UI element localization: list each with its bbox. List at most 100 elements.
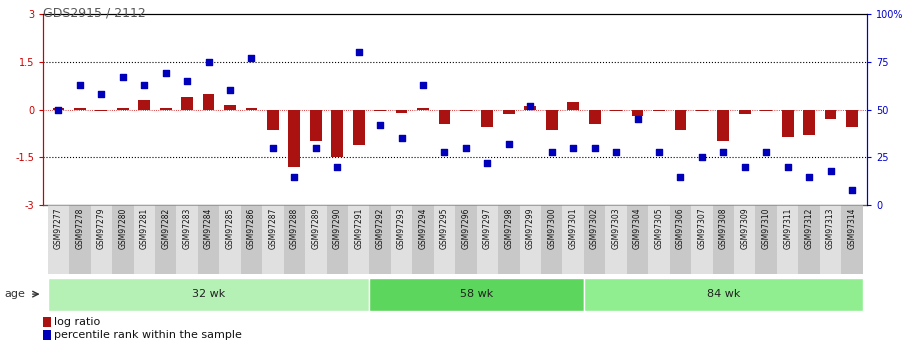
Bar <box>262 205 283 274</box>
Point <box>72 82 87 87</box>
Bar <box>756 205 776 274</box>
Bar <box>589 109 601 124</box>
Text: GSM97294: GSM97294 <box>418 207 427 249</box>
Bar <box>245 108 257 109</box>
Text: GSM97302: GSM97302 <box>590 207 599 249</box>
Bar <box>524 106 536 109</box>
Bar <box>417 108 429 109</box>
Text: 84 wk: 84 wk <box>707 289 740 299</box>
Text: GSM97282: GSM97282 <box>161 207 170 249</box>
Bar <box>134 205 155 274</box>
Text: GSM97281: GSM97281 <box>139 207 148 249</box>
Bar <box>674 109 686 130</box>
Bar <box>369 205 391 274</box>
Bar <box>413 205 433 274</box>
Point <box>481 160 495 166</box>
Bar <box>481 109 493 127</box>
Bar <box>519 205 541 274</box>
Point <box>223 88 237 93</box>
Bar <box>498 205 519 274</box>
Point <box>501 141 516 147</box>
Bar <box>241 205 262 274</box>
Bar <box>353 109 365 145</box>
Bar <box>219 205 241 274</box>
Text: GSM97284: GSM97284 <box>205 207 213 249</box>
Point <box>459 145 473 150</box>
Bar <box>52 108 64 109</box>
Bar <box>653 109 665 111</box>
Text: GSM97306: GSM97306 <box>676 207 685 249</box>
Bar <box>820 205 842 274</box>
Text: GSM97305: GSM97305 <box>654 207 663 249</box>
Text: GSM97289: GSM97289 <box>311 207 320 249</box>
Point <box>545 149 559 155</box>
Point <box>609 149 624 155</box>
Text: GSM97309: GSM97309 <box>740 207 749 249</box>
Text: log ratio: log ratio <box>53 317 100 327</box>
Bar <box>74 108 86 109</box>
Bar <box>375 109 386 111</box>
Bar <box>433 205 455 274</box>
Point <box>587 145 602 150</box>
Text: GSM97301: GSM97301 <box>568 207 577 249</box>
Point <box>180 78 195 83</box>
Text: GSM97299: GSM97299 <box>526 207 535 249</box>
Bar <box>648 205 670 274</box>
Bar <box>283 205 305 274</box>
Point <box>287 174 301 179</box>
Text: GSM97314: GSM97314 <box>847 207 856 249</box>
Text: GSM97313: GSM97313 <box>826 207 835 249</box>
Point <box>566 145 580 150</box>
Text: GSM97310: GSM97310 <box>762 207 771 249</box>
Point <box>309 145 323 150</box>
Bar <box>95 109 108 111</box>
Bar <box>267 109 279 130</box>
Text: GSM97312: GSM97312 <box>805 207 814 249</box>
Bar <box>696 109 708 111</box>
Text: GSM97308: GSM97308 <box>719 207 728 249</box>
Bar <box>632 109 643 116</box>
Point <box>652 149 666 155</box>
Bar <box>176 205 198 274</box>
Point <box>415 82 430 87</box>
Text: percentile rank within the sample: percentile rank within the sample <box>53 331 242 341</box>
Text: GSM97280: GSM97280 <box>119 207 128 249</box>
Text: GSM97290: GSM97290 <box>333 207 342 249</box>
Bar <box>738 109 750 114</box>
Text: GSM97296: GSM97296 <box>462 207 471 249</box>
Point <box>630 116 644 122</box>
Bar <box>198 205 219 274</box>
Bar <box>691 205 712 274</box>
Point <box>137 82 151 87</box>
Bar <box>69 205 90 274</box>
Point <box>94 91 109 97</box>
Bar <box>477 205 498 274</box>
Bar <box>760 109 772 111</box>
Text: GSM97278: GSM97278 <box>75 207 84 249</box>
Bar <box>798 205 820 274</box>
Point <box>330 164 345 170</box>
Bar <box>610 109 622 111</box>
Bar <box>305 205 327 274</box>
Bar <box>160 108 172 109</box>
Point <box>373 122 387 128</box>
Text: GSM97304: GSM97304 <box>633 207 642 249</box>
Text: GSM97293: GSM97293 <box>397 207 406 249</box>
Text: GSM97311: GSM97311 <box>783 207 792 249</box>
Point <box>437 149 452 155</box>
Text: 32 wk: 32 wk <box>192 289 225 299</box>
Bar <box>43 317 51 327</box>
Text: GSM97288: GSM97288 <box>290 207 299 249</box>
Bar <box>584 278 862 310</box>
Bar <box>455 205 477 274</box>
Point <box>695 155 710 160</box>
Point <box>716 149 730 155</box>
Bar <box>803 109 815 135</box>
Bar <box>584 205 605 274</box>
Bar <box>48 278 369 310</box>
Text: GSM97285: GSM97285 <box>225 207 234 249</box>
Point <box>759 149 774 155</box>
Text: GSM97287: GSM97287 <box>269 207 278 249</box>
Text: GSM97283: GSM97283 <box>183 207 192 249</box>
Bar <box>503 109 515 114</box>
